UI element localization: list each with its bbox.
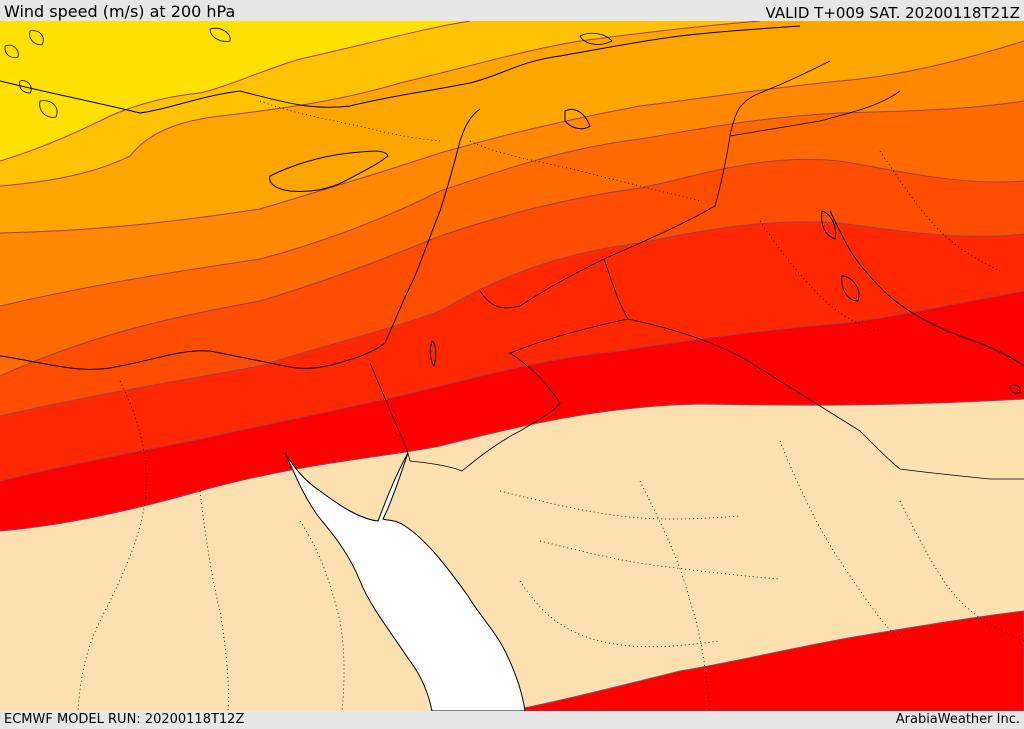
isotach-line [0, 40, 1024, 234]
province-line [519, 580, 721, 648]
footer-bar: ECMWF MODEL RUN: 20200118T12Z ArabiaWeat… [0, 711, 1024, 729]
lake-tharthar [821, 210, 837, 240]
island [29, 30, 44, 46]
province-line [499, 490, 741, 520]
province-line [299, 520, 345, 711]
island [39, 100, 58, 118]
coastline-levant [384, 108, 481, 344]
province-line [899, 500, 1024, 642]
lake-razazza [841, 275, 860, 302]
wind-band-1 [0, 21, 470, 161]
credit-label: ArabiaWeather Inc. [895, 712, 1020, 727]
island [579, 32, 613, 45]
isotach-line [0, 21, 761, 187]
coastline-north-africa [0, 342, 386, 370]
coastline-turkey [0, 25, 801, 114]
wind-band-south [509, 610, 1024, 711]
province-line [77, 380, 147, 711]
cyprus-island [269, 150, 389, 192]
red-sea [284, 452, 526, 711]
isotach-line [0, 158, 1024, 377]
header-bar: Wind speed (m/s) at 200 hPa VALID T+009 … [0, 0, 1024, 22]
border [409, 258, 629, 472]
province-lines [77, 100, 1024, 711]
island [19, 80, 32, 94]
isotach-lines [0, 21, 1024, 532]
border [627, 318, 1024, 480]
lake-van [564, 108, 591, 130]
border [603, 60, 831, 260]
coastline-arabian-gulf [829, 210, 1024, 367]
aegean-islands [4, 27, 1021, 394]
island [209, 27, 231, 42]
isotach-line [0, 221, 1024, 417]
province-line [779, 440, 901, 642]
border [729, 90, 901, 137]
coastlines [0, 25, 1024, 370]
model-run-label: ECMWF MODEL RUN: 20200118T12Z [4, 712, 245, 727]
province-line [759, 220, 881, 332]
wind-speed-map [0, 21, 1024, 711]
border [369, 362, 411, 462]
map-title: Wind speed (m/s) at 200 hPa [4, 2, 236, 21]
country-borders [369, 60, 1024, 480]
dead-sea [429, 340, 437, 368]
valid-time-label: VALID T+009 SAT. 20200118T21Z [765, 4, 1020, 22]
isotach-line [0, 21, 471, 162]
province-line [879, 150, 1001, 272]
island [4, 44, 19, 58]
island [1009, 384, 1021, 394]
isotach-line [0, 290, 1024, 482]
isotach-line [0, 398, 1024, 532]
